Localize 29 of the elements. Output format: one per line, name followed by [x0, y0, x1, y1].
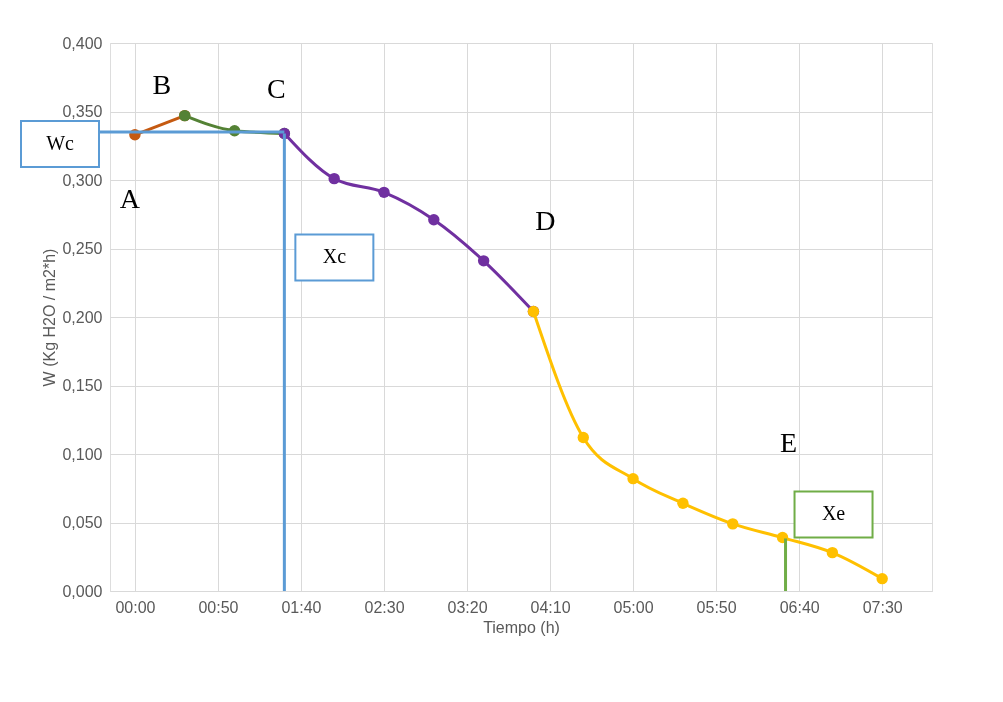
y-tick-label: 0,200 [62, 308, 103, 326]
x-tick-label: 00:00 [115, 598, 156, 616]
y-tick-label: 0,400 [62, 34, 103, 52]
y-tick-label: 0,050 [62, 514, 103, 531]
y-tick-label: 0,100 [62, 445, 103, 463]
y-tick-label: 0,000 [62, 582, 103, 600]
x-tick-label: 05:50 [696, 598, 737, 616]
x-tick-label: 07:30 [862, 598, 903, 616]
annotation: A [119, 182, 141, 214]
y-tick-label: 0,250 [62, 240, 103, 257]
x-tick-label: 00:50 [198, 598, 239, 616]
x-tick-label: 01:40 [281, 598, 322, 616]
y-tick-label: 0,300 [62, 171, 103, 189]
x-tick-label: 06:40 [779, 598, 820, 616]
annotation: C [267, 73, 286, 105]
y-axis-title: W (Kg H2O / m2*h) [41, 248, 59, 387]
ref-line-label: Wc [46, 132, 74, 155]
ref-line-label: Xc [322, 245, 347, 268]
x-tick-label: 04:10 [530, 598, 571, 616]
x-tick-label: 05:00 [613, 598, 654, 616]
ref-line-label: Xe [821, 502, 846, 525]
annotation: E [779, 426, 798, 458]
y-tick-label: 0,150 [62, 377, 103, 394]
x-tick-label: 02:30 [364, 598, 405, 616]
x-axis-title: Tiempo (h) [483, 618, 560, 636]
annotation: D [535, 204, 556, 236]
annotation: B [152, 68, 172, 100]
x-tick-label: 03:20 [447, 598, 488, 616]
y-tick-label: 0,350 [62, 103, 103, 120]
